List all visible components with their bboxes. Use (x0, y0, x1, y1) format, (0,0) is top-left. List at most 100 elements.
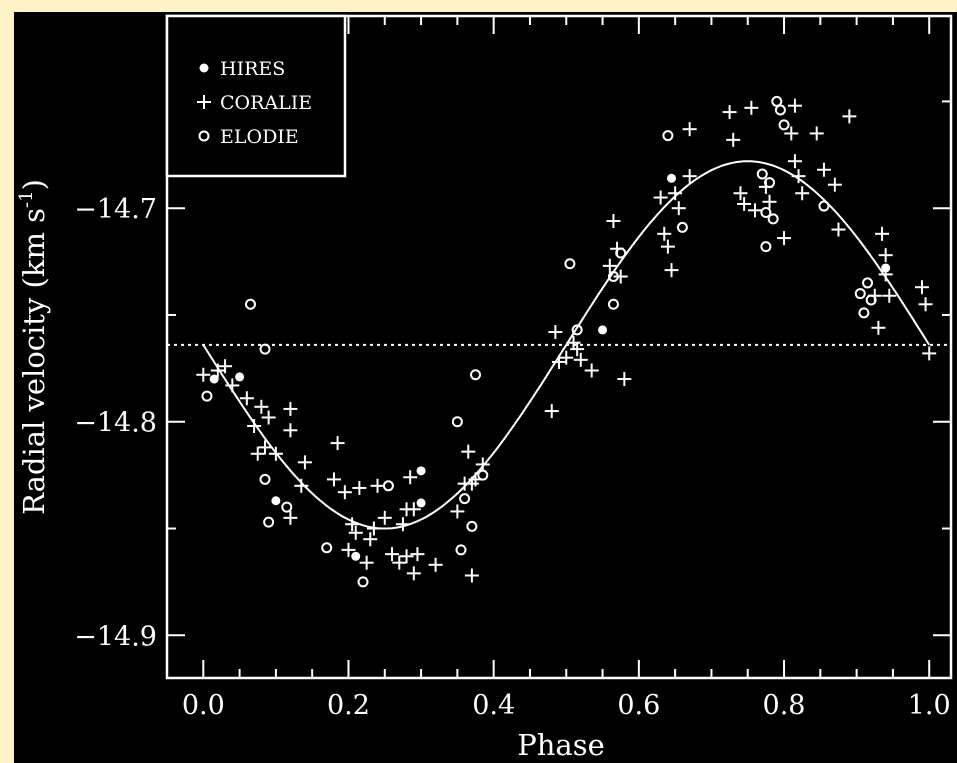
coralie-point (787, 98, 802, 113)
coralie-point (395, 517, 410, 532)
coralie-point (359, 555, 374, 570)
hires-point (416, 466, 426, 476)
coralie-point (570, 342, 585, 357)
elodie-point (244, 298, 256, 310)
elodie-point (662, 130, 674, 142)
coralie-point (918, 297, 933, 312)
y-axis-label-superscript: -1 (16, 190, 37, 208)
elodie-point (451, 416, 463, 428)
plot-area-border (165, 14, 953, 680)
radial-velocity-chart: 0.0 0.2 0.4 0.6 0.8 1.0 −14.7 −14.8 −14.9 HIRES C… (16, 14, 953, 762)
tick-marks: 0.0 0.2 0.4 0.6 0.8 1.0 −14.7 −14.8 −14.9 (74, 16, 951, 721)
series-hires (209, 173, 891, 561)
coralie-point (399, 549, 414, 564)
x-tick-label: 1.0 (908, 690, 951, 721)
elodie-point (760, 206, 772, 218)
elodie-point (281, 501, 293, 513)
legend-label-hires: HIRES (220, 58, 285, 80)
y-tick-label: −14.8 (74, 408, 157, 439)
data-points (196, 95, 937, 588)
coralie-point (345, 517, 360, 532)
coralie-point (787, 154, 802, 169)
coralie-point (875, 226, 890, 241)
coralie-point (366, 521, 381, 536)
hires-point (271, 496, 281, 506)
elodie-point (767, 213, 779, 225)
coralie-point (268, 446, 283, 461)
y-tick-label: −14.7 (74, 194, 157, 225)
coralie-point (827, 177, 842, 192)
coralie-point (559, 350, 574, 365)
y-tick-label: −14.9 (74, 621, 157, 652)
coralie-point (461, 444, 476, 459)
coralie-point (682, 122, 697, 137)
x-tick-label: 0.4 (472, 690, 515, 721)
coralie-point (831, 222, 846, 237)
elodie-point (862, 277, 874, 289)
hires-point (351, 551, 361, 561)
legend-marker-elodie (198, 130, 210, 142)
coralie-point (682, 169, 697, 184)
hires-point (235, 372, 245, 382)
elodie-point (818, 200, 830, 212)
elodie-point (455, 544, 467, 556)
x-tick-label: 0.6 (617, 690, 660, 721)
coralie-point (748, 203, 762, 218)
elodie-point (760, 241, 772, 253)
orbit-model-curve (202, 160, 931, 530)
x-axis-label: Phase (517, 728, 605, 762)
y-axis-label: Radial velocity (km s-1) (16, 179, 51, 515)
coralie-point (410, 547, 425, 562)
elodie-point (259, 473, 271, 485)
coralie-point (657, 226, 672, 241)
coralie-point (762, 194, 777, 209)
hires-point (209, 374, 219, 384)
hires-point (598, 325, 608, 335)
coralie-point (370, 478, 385, 493)
plot-frame: 0.0 0.2 0.4 0.6 0.8 1.0 −14.7 −14.8 −14.9 HIRES C… (14, 12, 957, 763)
elodie-point (764, 177, 776, 189)
elodie-point (858, 307, 870, 319)
coralie-point (283, 423, 298, 438)
elodie-point (756, 168, 768, 180)
coralie-point (544, 404, 559, 419)
coralie-point (726, 132, 741, 147)
coralie-point (548, 325, 563, 340)
elodie-point (615, 247, 627, 259)
coralie-point (566, 335, 581, 350)
coralie-point (475, 457, 490, 472)
model-curve (202, 160, 931, 530)
coralie-point (250, 446, 265, 461)
x-tick-label: 0.0 (182, 690, 225, 721)
elodie-point (382, 480, 394, 492)
coralie-point (733, 186, 748, 201)
coralie-point (330, 436, 345, 451)
hires-point (416, 498, 426, 508)
coralie-point (239, 391, 254, 406)
coralie-point (816, 162, 831, 177)
coralie-point (403, 470, 418, 485)
coralie-point (784, 126, 799, 141)
legend: HIRES CORALIE ELODIE (165, 14, 347, 178)
coralie-point (606, 214, 621, 229)
coralie-point (254, 399, 269, 414)
coralie-point (283, 401, 298, 416)
elodie-point (477, 469, 489, 481)
y-axis-label-main: Radial velocity (km s (17, 208, 51, 515)
elodie-point (854, 288, 866, 300)
coralie-point (363, 532, 378, 547)
coralie-point (326, 472, 341, 487)
coralie-point (671, 201, 686, 216)
elodie-point (263, 516, 275, 528)
elodie-point (676, 221, 688, 233)
x-tick-label: 0.8 (763, 690, 806, 721)
coralie-point (871, 320, 886, 335)
coralie-point (842, 109, 857, 124)
coralie-point (406, 566, 421, 581)
coralie-point (377, 510, 392, 525)
coralie-point (613, 269, 628, 284)
coralie-point (722, 105, 737, 120)
coralie-point (737, 196, 752, 211)
coralie-point (744, 100, 759, 115)
elodie-point (607, 271, 619, 283)
